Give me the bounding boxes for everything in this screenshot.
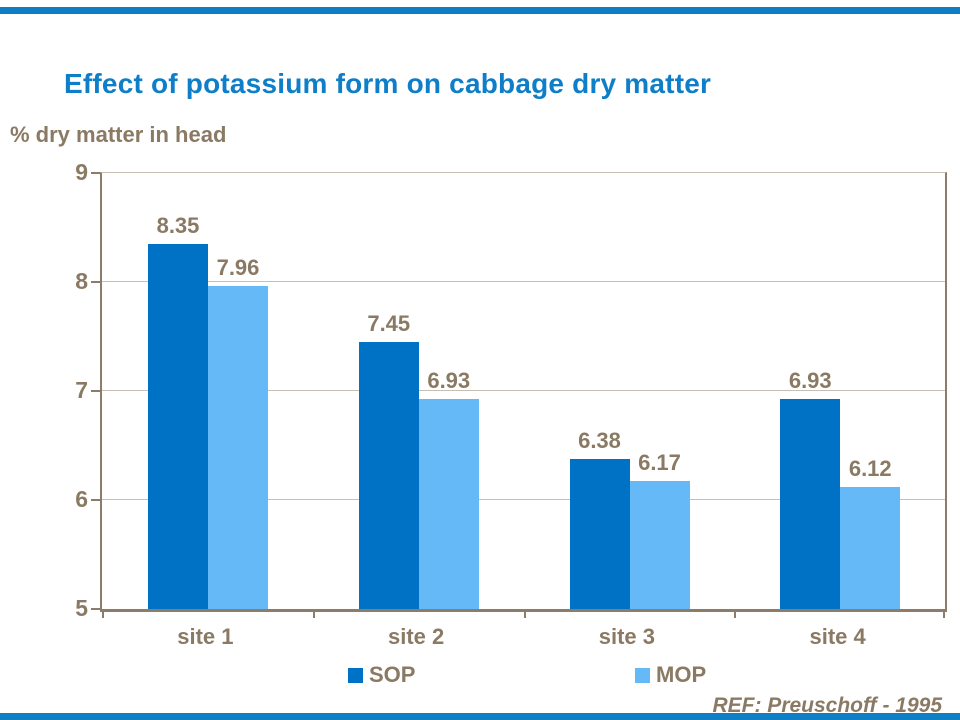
bar-mop-site-1 — [208, 286, 268, 609]
bar-mop-site-2 — [418, 398, 479, 609]
bar-mop-site-3 — [629, 481, 690, 609]
legend-item-mop: MOP — [635, 663, 706, 687]
y-tick-label-8: 8 — [75, 268, 88, 294]
bar-sop-site-2 — [358, 341, 419, 609]
value-label-sop-site-2: 7.45 — [367, 310, 411, 336]
y-tick-9 — [91, 172, 100, 174]
y-tick-8 — [91, 281, 100, 283]
value-label-mop-site-2: 6.93 — [427, 367, 471, 393]
gridline-8 — [102, 281, 945, 282]
y-tick-6 — [91, 499, 100, 501]
top-accent-bar — [0, 7, 960, 14]
x-axis-label-site-2: site 2 — [387, 624, 445, 649]
x-tick-1 — [313, 609, 315, 618]
legend-item-sop: SOP — [348, 663, 415, 687]
y-tick-label-7: 7 — [75, 377, 88, 403]
y-tick-7 — [91, 390, 100, 392]
legend-swatch-mop — [635, 667, 650, 683]
x-axis-label-site-3: site 3 — [598, 624, 655, 649]
value-label-mop-site-3: 6.17 — [638, 450, 681, 476]
gridline-6 — [102, 499, 945, 500]
y-tick-5 — [91, 608, 100, 610]
gridline-7 — [102, 390, 945, 391]
x-tick-0 — [102, 609, 104, 618]
x-axis-label-site-4: site 4 — [809, 624, 866, 649]
value-label-sop-site-3: 6.38 — [578, 427, 621, 453]
value-label-sop-site-4: 6.93 — [788, 367, 832, 393]
y-tick-label-9: 9 — [75, 159, 88, 185]
plot-area: 8.35 7.96 7.45 6.93 6.38 6.17 6.93 6.12 — [91, 172, 947, 618]
legend-swatch-sop — [348, 667, 363, 683]
bar-mop-site-4 — [840, 486, 901, 609]
x-axis-label-site-1: site 1 — [177, 624, 234, 649]
value-label-sop-site-1: 8.35 — [156, 212, 200, 238]
y-tick-label-5: 5 — [75, 595, 88, 621]
legend-label-sop: SOP — [369, 662, 416, 687]
value-label-mop-site-1: 7.96 — [216, 255, 260, 281]
x-tick-4 — [943, 609, 945, 618]
x-tick-3 — [734, 609, 736, 618]
bar-sop-site-3 — [569, 458, 630, 609]
y-axis-title: % dry matter in head — [10, 122, 227, 147]
value-label-mop-site-4: 6.12 — [848, 455, 892, 481]
y-tick-label-6: 6 — [75, 486, 88, 512]
chart-title: Effect of potassium form on cabbage dry … — [64, 68, 712, 99]
bar-sop-site-1 — [148, 243, 208, 609]
legend-label-mop: MOP — [656, 662, 707, 687]
reference-note: REF: Preuschoff - 1995 — [712, 694, 942, 717]
bar-sop-site-4 — [780, 398, 841, 609]
bottom-accent-bar — [0, 713, 960, 720]
x-tick-2 — [524, 609, 526, 618]
